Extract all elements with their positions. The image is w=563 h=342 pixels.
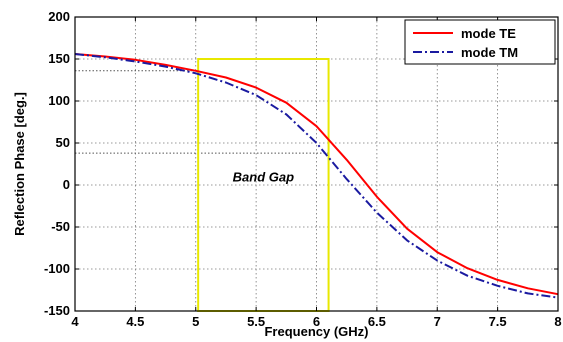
y-axis-label: Reflection Phase [deg.] — [12, 92, 27, 236]
band-gap-label: Band Gap — [233, 170, 294, 185]
x-tick-label: 4 — [71, 314, 79, 329]
x-tick-label: 4.5 — [126, 314, 144, 329]
series-line-mode-te — [74, 53, 559, 296]
x-tick-label: 7 — [434, 314, 441, 329]
reference-lines — [75, 70, 329, 154]
x-tick-label: 8 — [554, 314, 561, 329]
y-tick-label: 100 — [48, 93, 70, 108]
y-tick-label: -150 — [44, 303, 70, 318]
y-tick-label: -50 — [51, 219, 70, 234]
legend: mode TE mode TM — [404, 19, 556, 65]
series-line-mode-tm — [74, 53, 559, 299]
y-tick-label: 50 — [56, 135, 70, 150]
series-lines — [74, 53, 559, 299]
x-tick-label: 5.5 — [247, 314, 265, 329]
x-axis-label: Frequency (GHz) — [264, 324, 368, 339]
x-tick-label: 6.5 — [368, 314, 386, 329]
y-tick-label: 0 — [63, 177, 70, 192]
x-tick-label: 5 — [192, 314, 199, 329]
legend-box — [404, 19, 556, 65]
y-tick-label: -100 — [44, 261, 70, 276]
x-tick-label: 6 — [313, 314, 320, 329]
legend-label-mode-tm: mode TM — [461, 45, 518, 60]
legend-label-mode-te: mode TE — [461, 26, 516, 41]
axis-ticks: 4 4.5 5 5.5 6 6.5 7 7.5 8 -150 -100 -50 0 50 100 150 200 — [44, 9, 562, 329]
y-tick-label: 200 — [48, 9, 70, 24]
x-tick-label: 7.5 — [489, 314, 507, 329]
y-tick-label: 150 — [48, 51, 70, 66]
